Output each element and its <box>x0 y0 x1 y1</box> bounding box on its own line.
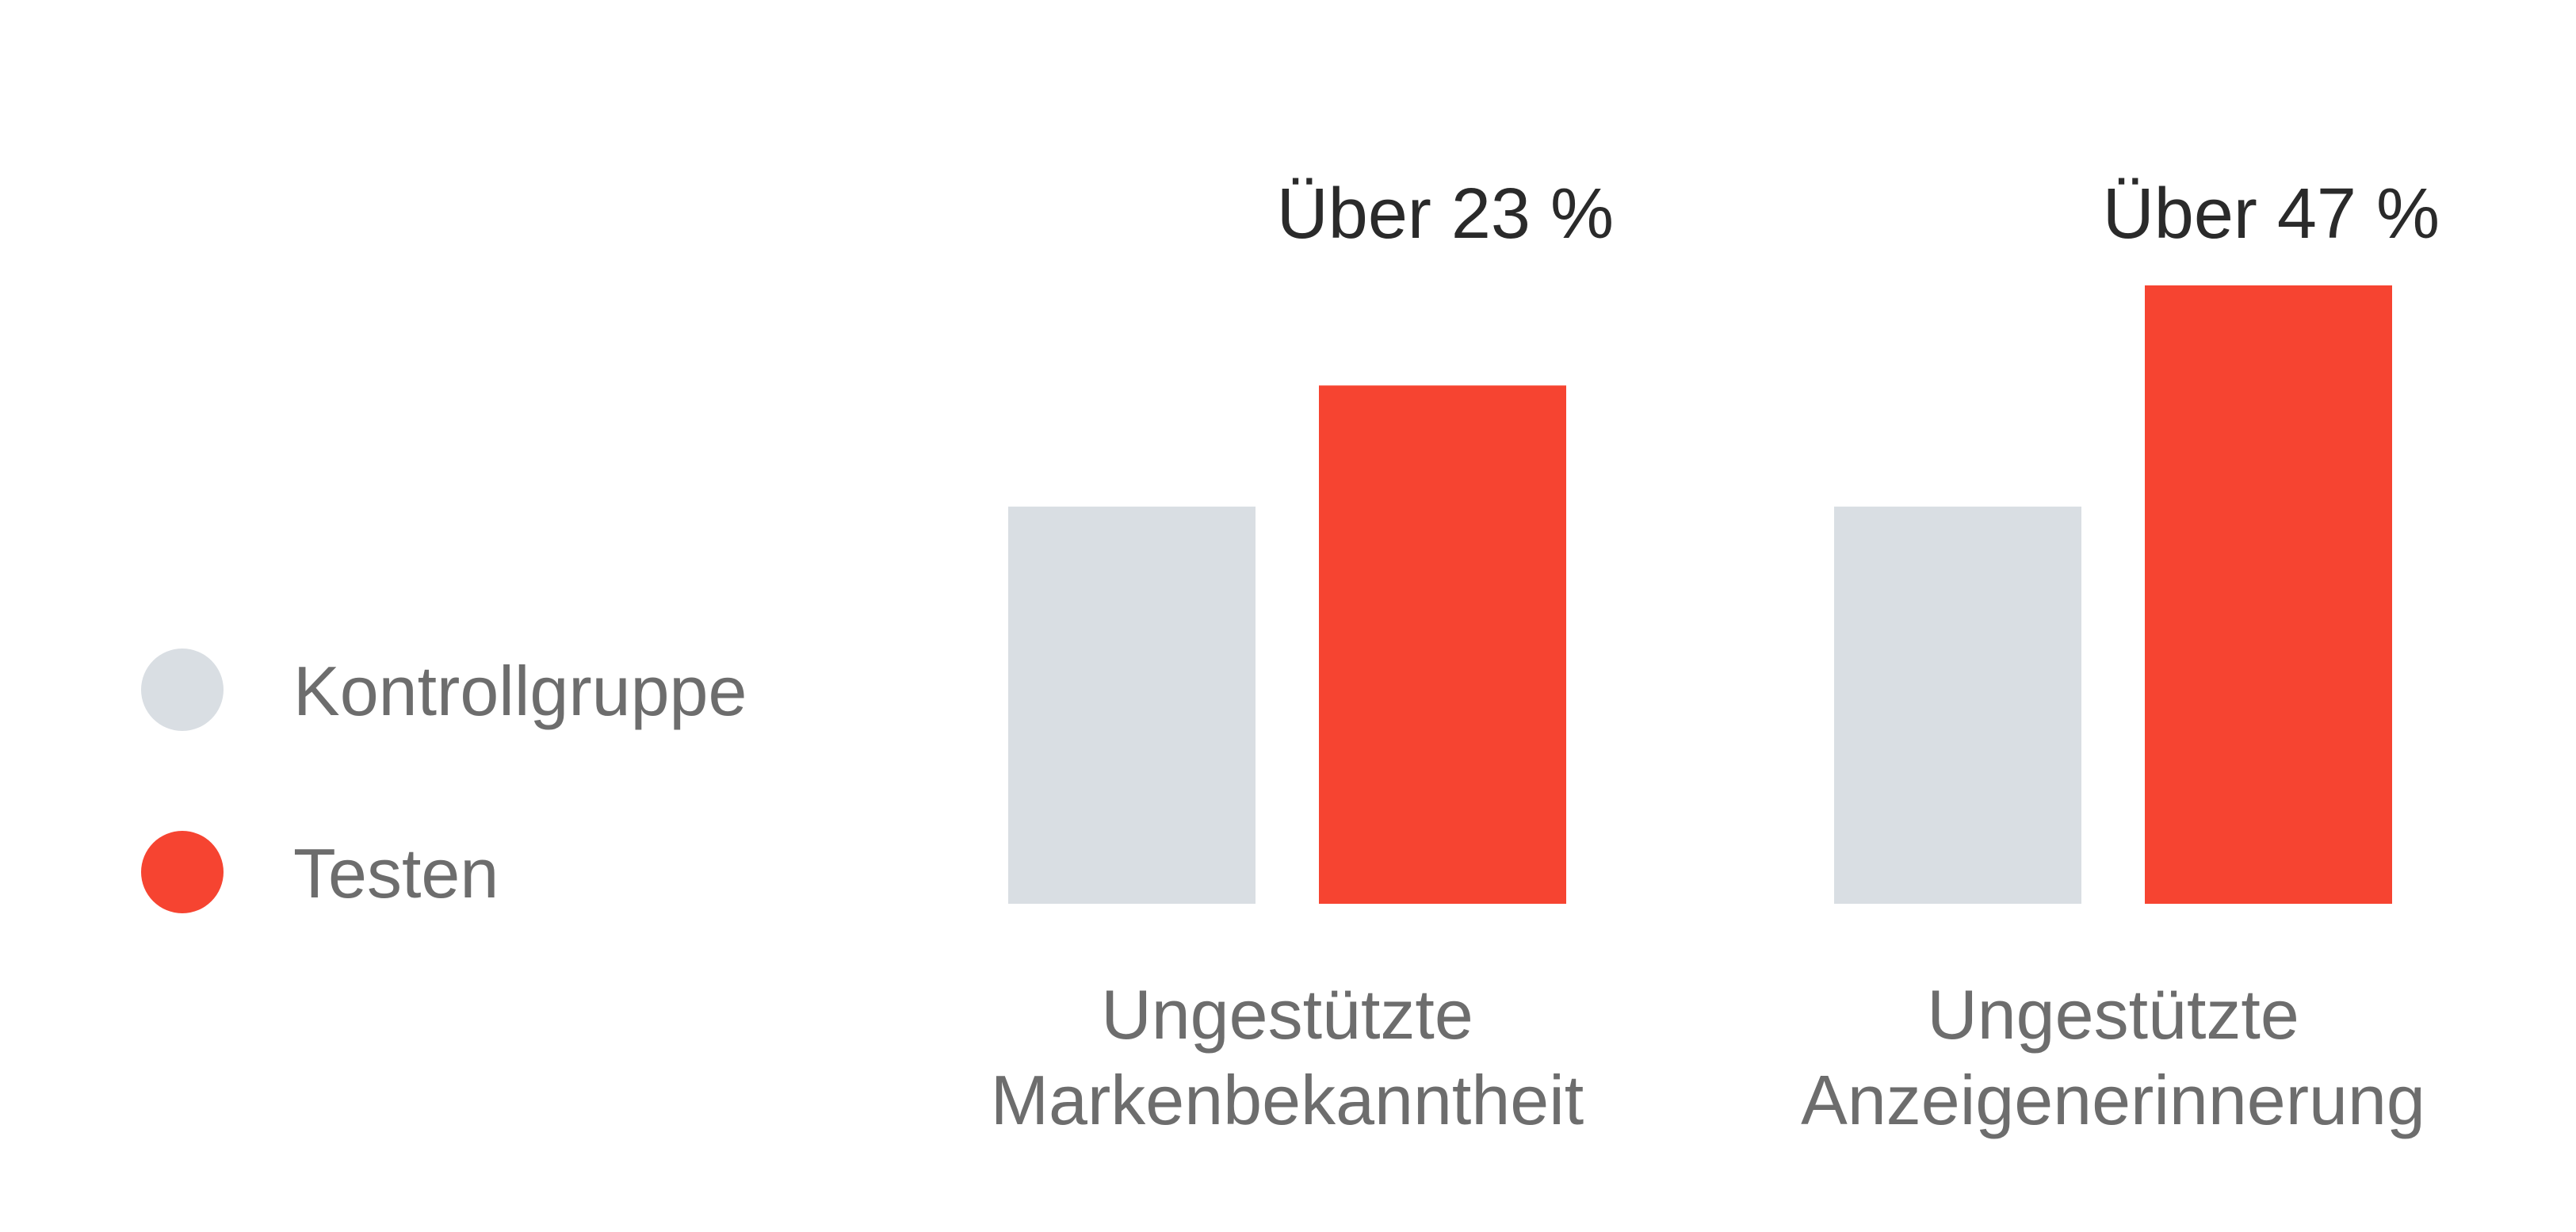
legend-label-testen: Testen <box>293 834 499 913</box>
category-label-2: Ungestützte Anzeigenerinnerung <box>1801 975 2425 1139</box>
category-label-1: Ungestützte Markenbekanntheit <box>991 975 1584 1139</box>
legend-swatch-kontrollgruppe <box>141 649 224 731</box>
data-label-1: Über 23 % <box>1277 174 1614 254</box>
legend-label-kontrollgruppe: Kontrollgruppe <box>293 652 747 730</box>
bar-testen-1 <box>1319 385 1566 904</box>
bar-kontrollgruppe-1 <box>1008 507 1256 904</box>
bar-testen-2 <box>2145 285 2392 904</box>
legend: Kontrollgruppe Testen <box>141 649 747 913</box>
legend-swatch-testen <box>141 831 224 913</box>
data-label-2: Über 47 % <box>2103 174 2440 254</box>
legend-item-kontrollgruppe: Kontrollgruppe <box>141 649 747 731</box>
plot-area: Über 23 % Ungestützte Markenbekanntheit Übe… <box>991 174 2440 1139</box>
legend-item-testen: Testen <box>141 831 499 913</box>
bar-kontrollgruppe-2 <box>1834 507 2081 904</box>
